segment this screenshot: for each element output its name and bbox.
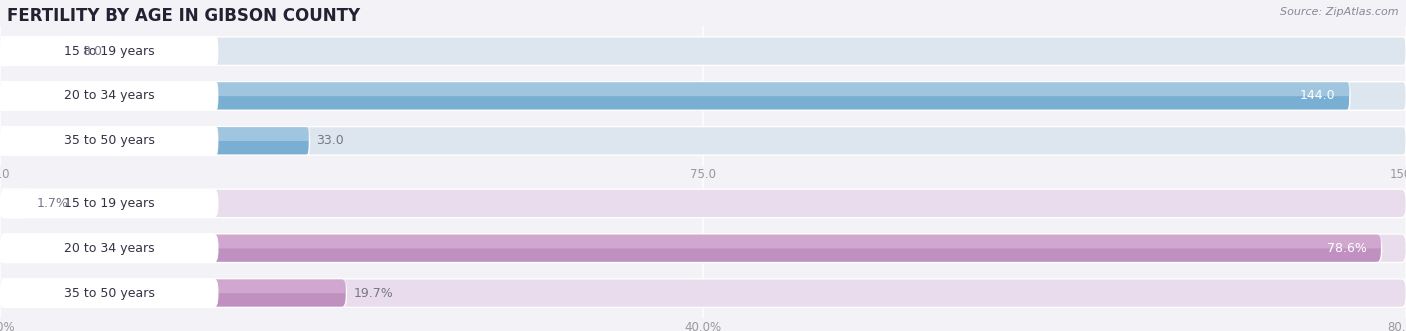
FancyBboxPatch shape — [0, 189, 1406, 218]
FancyBboxPatch shape — [0, 37, 1406, 66]
FancyBboxPatch shape — [0, 82, 1350, 96]
FancyBboxPatch shape — [0, 234, 1406, 262]
Text: 20 to 34 years: 20 to 34 years — [63, 89, 155, 103]
FancyBboxPatch shape — [0, 37, 218, 66]
Text: 1.7%: 1.7% — [37, 197, 69, 210]
FancyBboxPatch shape — [0, 279, 218, 307]
Text: FERTILITY BY AGE IN GIBSON COUNTY: FERTILITY BY AGE IN GIBSON COUNTY — [7, 7, 360, 24]
Text: 15 to 19 years: 15 to 19 years — [63, 197, 155, 210]
FancyBboxPatch shape — [0, 82, 1350, 110]
Text: 20 to 34 years: 20 to 34 years — [63, 242, 155, 255]
FancyBboxPatch shape — [0, 127, 309, 141]
FancyBboxPatch shape — [0, 37, 75, 66]
FancyBboxPatch shape — [0, 126, 309, 155]
FancyBboxPatch shape — [0, 279, 346, 307]
Text: 19.7%: 19.7% — [353, 287, 394, 300]
Text: 15 to 19 years: 15 to 19 years — [63, 45, 155, 58]
Text: 35 to 50 years: 35 to 50 years — [63, 287, 155, 300]
FancyBboxPatch shape — [0, 126, 1406, 155]
Text: 144.0: 144.0 — [1301, 89, 1336, 103]
Text: Source: ZipAtlas.com: Source: ZipAtlas.com — [1281, 7, 1399, 17]
Text: 8.0: 8.0 — [82, 45, 103, 58]
FancyBboxPatch shape — [0, 37, 75, 51]
Text: 35 to 50 years: 35 to 50 years — [63, 134, 155, 147]
FancyBboxPatch shape — [0, 279, 1406, 307]
FancyBboxPatch shape — [0, 82, 218, 110]
FancyBboxPatch shape — [0, 279, 346, 293]
FancyBboxPatch shape — [0, 234, 218, 262]
FancyBboxPatch shape — [0, 235, 1382, 248]
Text: 33.0: 33.0 — [316, 134, 344, 147]
FancyBboxPatch shape — [0, 189, 30, 218]
FancyBboxPatch shape — [0, 234, 1382, 262]
FancyBboxPatch shape — [0, 190, 30, 204]
FancyBboxPatch shape — [0, 126, 218, 155]
FancyBboxPatch shape — [0, 189, 218, 218]
FancyBboxPatch shape — [0, 82, 1406, 110]
Text: 78.6%: 78.6% — [1327, 242, 1367, 255]
